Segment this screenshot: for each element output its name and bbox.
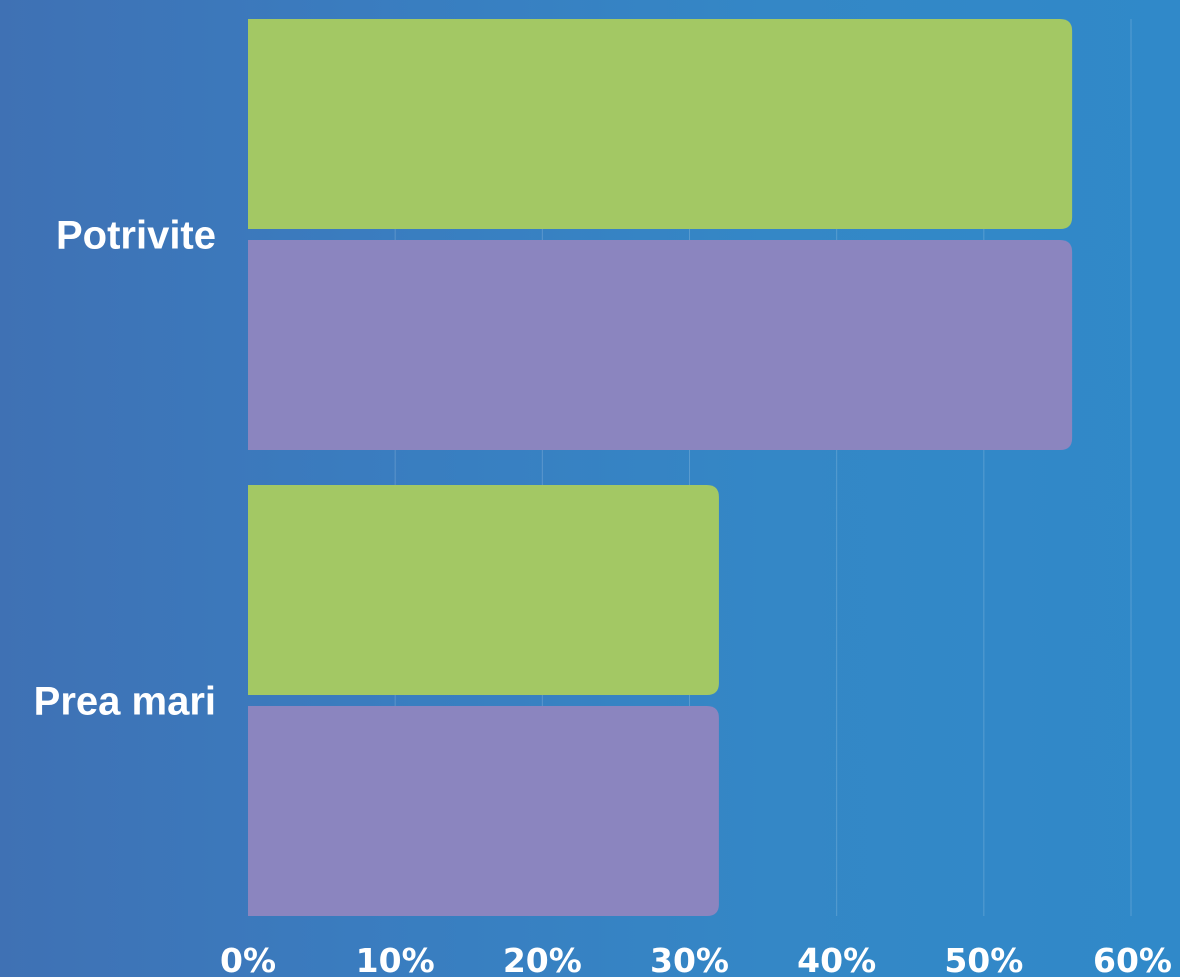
bars bbox=[248, 19, 1073, 916]
x-tick-label: 50% bbox=[944, 941, 1023, 977]
bar-prea-mari-series-1 bbox=[248, 485, 719, 695]
x-axis-tick-labels: 0% 10% 20% 30% 40% 50% 60% bbox=[220, 941, 1172, 977]
x-tick-label: 20% bbox=[503, 941, 582, 977]
bar-potrivite-series-2 bbox=[248, 240, 1073, 450]
x-tick-label: 0% bbox=[220, 941, 276, 977]
category-label: Prea mari bbox=[34, 680, 216, 724]
bar-potrivite-series-1 bbox=[248, 19, 1073, 229]
x-tick-label: 40% bbox=[797, 941, 876, 977]
category-labels: Potrivite Prea mari bbox=[34, 214, 216, 724]
x-tick-label: 10% bbox=[356, 941, 435, 977]
category-label: Potrivite bbox=[56, 214, 216, 258]
x-tick-label: 60% bbox=[1093, 941, 1172, 977]
x-tick-label: 30% bbox=[650, 941, 729, 977]
bar-prea-mari-series-2 bbox=[248, 706, 719, 916]
